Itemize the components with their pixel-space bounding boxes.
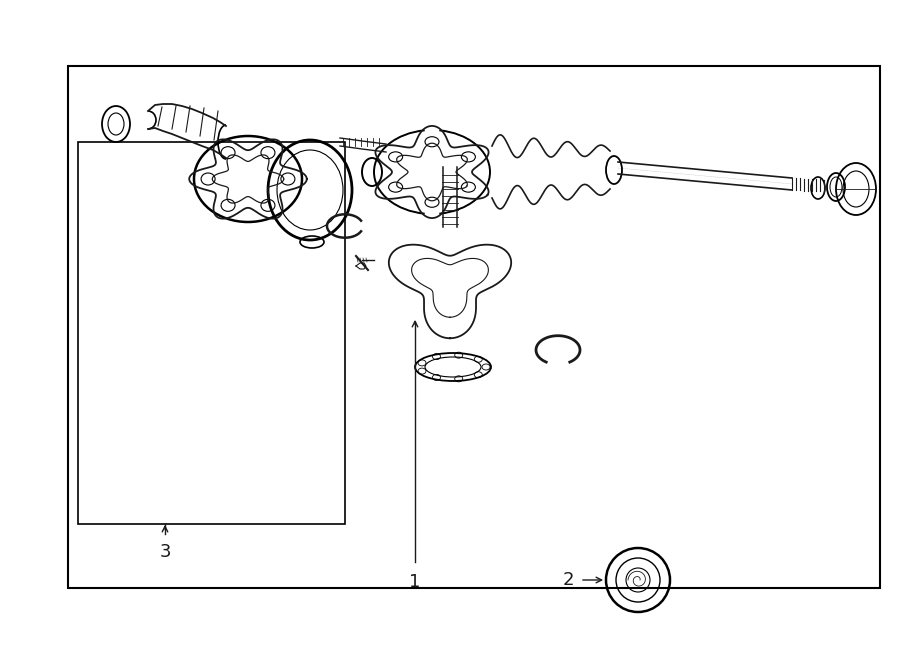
Text: 2: 2: [562, 571, 574, 589]
Text: 1: 1: [410, 573, 420, 591]
Bar: [68, 66, 880, 588]
Text: 3: 3: [159, 543, 171, 561]
Bar: [78, 142, 345, 524]
